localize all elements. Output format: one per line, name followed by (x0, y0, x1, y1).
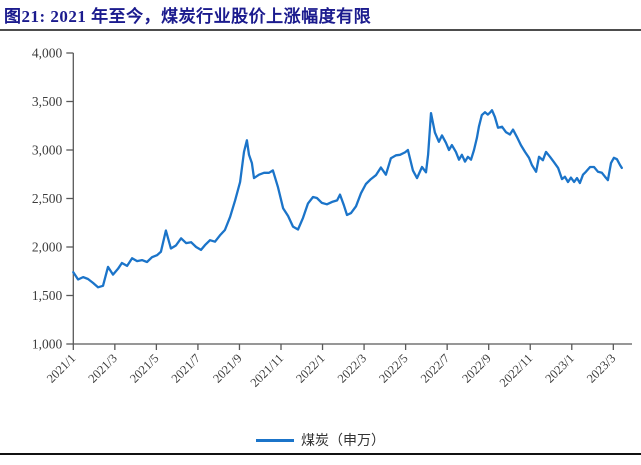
x-tick-label: 2021/9 (210, 351, 244, 385)
legend-line-sample (256, 438, 294, 442)
x-tick-label: 2021/5 (127, 351, 161, 385)
axis-lines (72, 53, 632, 345)
x-tick-label: 2021/3 (85, 351, 119, 385)
coal-price-series-line (72, 109, 623, 289)
x-tick-label: 2023/1 (542, 351, 576, 385)
y-tick-label: 2,500 (32, 191, 63, 206)
y-tick-label: 1,500 (32, 288, 63, 303)
y-tick-label: 4,000 (32, 46, 63, 61)
x-tick-label: 2022/9 (459, 351, 493, 385)
x-tick-label: 2021/11 (248, 351, 287, 390)
x-tick-label: 2021/7 (169, 351, 203, 385)
x-tick-label: 2022/5 (376, 351, 410, 385)
x-tick-label: 2023/3 (584, 351, 618, 385)
y-tick-label: 2,000 (32, 240, 63, 255)
y-tick-label: 3,500 (32, 94, 63, 109)
title-divider (0, 29, 641, 31)
y-tick-label: 3,000 (32, 143, 63, 158)
bottom-divider (0, 453, 641, 455)
x-tick-label: 2022/11 (497, 351, 536, 390)
legend-label: 煤炭（申万） (301, 434, 385, 449)
x-tick-label: 2022/1 (293, 351, 327, 385)
x-tick-label: 2021/1 (44, 351, 78, 385)
chart-legend: 煤炭（申万） (0, 430, 641, 450)
x-tick-label: 2022/7 (418, 351, 452, 385)
figure-title: 图21: 2021 年至今，煤炭行业股价上涨幅度有限 (4, 7, 372, 26)
x-tick-label: 2022/3 (335, 351, 369, 385)
y-tick-label: 1,000 (32, 337, 63, 352)
